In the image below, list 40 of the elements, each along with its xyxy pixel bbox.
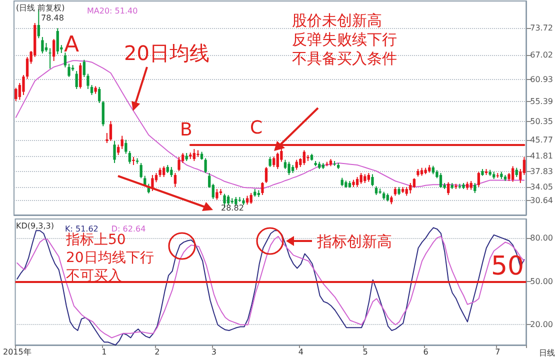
annotation: 28.82 [221, 204, 244, 212]
text: D: 62.64 [111, 224, 146, 234]
y-tick-label: 41.81 [530, 151, 554, 160]
y-tick-label: 20.00 [530, 320, 554, 330]
annotation: 指标上50 [65, 232, 126, 248]
annotation: 股价未创新高 [292, 12, 382, 30]
y-tick-label: 73.72 [530, 24, 554, 33]
y-tick-label: 60.93 [530, 74, 554, 84]
annotation: 20日均线下行 [66, 250, 154, 266]
y-tick-label: 55.39 [530, 96, 554, 106]
annotation: C [250, 118, 263, 138]
y-tick-label: 37.83 [530, 167, 554, 176]
chart-title: (日线 前复权) [16, 4, 65, 12]
text: 日线 [539, 348, 555, 358]
y-tick-label: 50.00 [530, 276, 554, 286]
annotation: B [180, 120, 192, 140]
x-tick-label: 4 [298, 348, 304, 356]
x-tick-label: 7 [495, 348, 500, 356]
annotation: 反弹失败续下行 [292, 30, 397, 48]
ref-line-label: 50 [491, 251, 524, 282]
x-tick-label: 2 [154, 348, 160, 356]
text: MA20: 51.40 [87, 6, 138, 16]
chart-title: KD(9,3,3) [16, 222, 54, 230]
x-tick-label: 2015年 [2, 348, 32, 356]
x-tick-label: 6 [423, 348, 428, 356]
y-tick-label: 67.02 [530, 50, 554, 60]
x-tick-label: 3 [211, 348, 216, 356]
annotation: 20日均线 [124, 41, 210, 65]
annotation: 指标创新高 [316, 232, 392, 250]
x-tick-label: 1 [102, 348, 107, 356]
y-tick-label: 30.64 [530, 196, 554, 205]
text: K: 51.62 [65, 224, 98, 234]
annotation: 不具备买入条件 [292, 50, 397, 68]
y-tick-label: 34.05 [530, 182, 554, 192]
y-tick-label: 80.00 [530, 233, 554, 242]
annotation: A [64, 32, 80, 58]
y-tick-label: 50.35 [530, 117, 554, 126]
x-tick-label: 5 [362, 348, 368, 356]
y-tick-label: 45.77 [530, 135, 554, 144]
annotation: 78.48 [41, 14, 64, 22]
